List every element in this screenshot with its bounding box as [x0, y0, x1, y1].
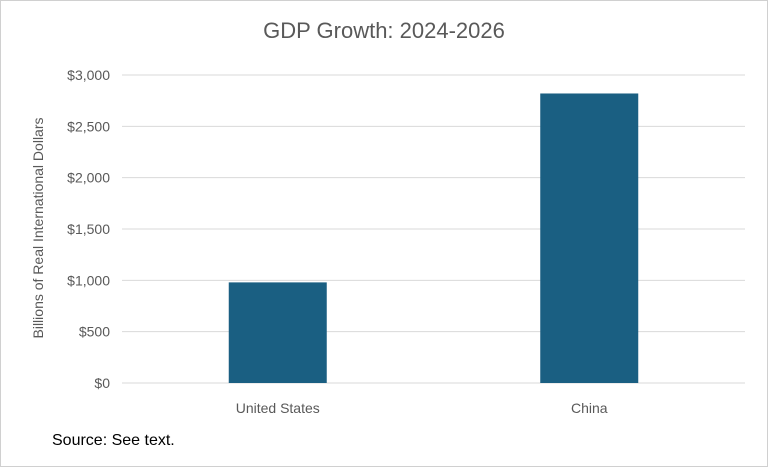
x-tick-label: China: [571, 400, 608, 416]
y-tick-label: $3,000: [67, 67, 110, 83]
y-tick-label: $1,500: [67, 221, 110, 237]
y-tick-label: $2,000: [67, 170, 110, 186]
x-tick-label: United States: [236, 400, 320, 416]
bar-china: [540, 93, 639, 383]
y-tick-label: $2,500: [67, 118, 110, 134]
chart-title: GDP Growth: 2024-2026: [263, 18, 505, 43]
x-tick-labels: United States China: [236, 400, 608, 416]
gridlines: [122, 74, 745, 384]
y-tick-label: $500: [79, 324, 110, 340]
bar-united-states: [228, 282, 327, 383]
bars: [228, 93, 639, 383]
y-tick-labels: $0 $500 $1,000 $1,500 $2,000 $2,500 $3,000: [67, 67, 110, 391]
y-tick-label: $0: [94, 375, 110, 391]
source-note: Source: See text.: [52, 432, 175, 449]
y-tick-label: $1,000: [67, 272, 110, 288]
